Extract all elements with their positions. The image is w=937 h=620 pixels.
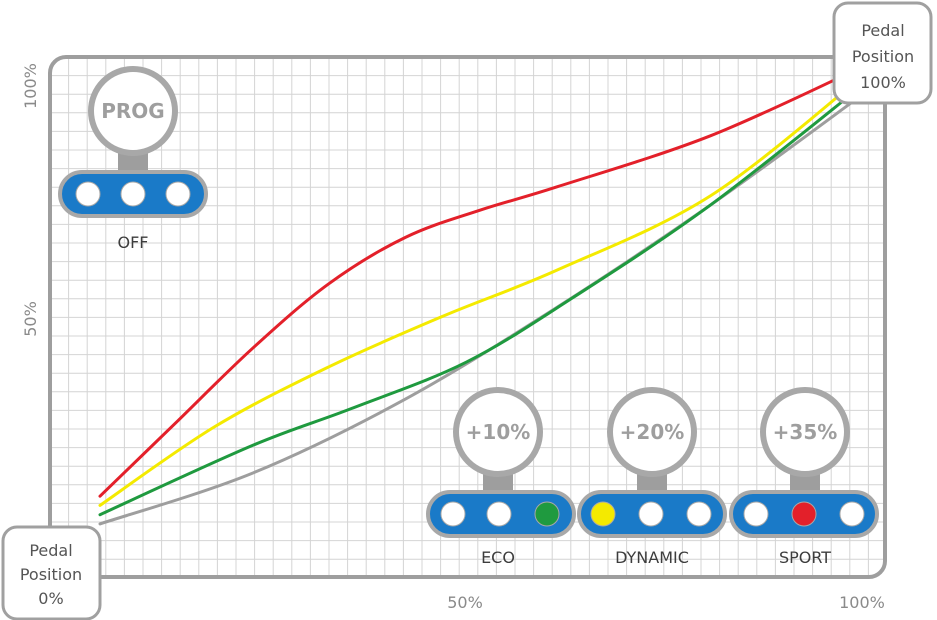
switch-dot-3 bbox=[686, 501, 712, 527]
knob-icon bbox=[607, 387, 697, 477]
switch-dot-3 bbox=[839, 501, 865, 527]
knob-label: +35% bbox=[773, 420, 838, 444]
mode-selector-dynamic: +20% DYNAMIC bbox=[577, 387, 727, 567]
knob-label: PROG bbox=[101, 99, 164, 123]
switch-dot-2 bbox=[638, 501, 664, 527]
mode-name: ECO bbox=[481, 548, 515, 567]
knob-label: +10% bbox=[466, 420, 531, 444]
end-box-line-3: 100% bbox=[860, 73, 906, 92]
mode-name: DYNAMIC bbox=[615, 548, 689, 567]
switch-dot-2 bbox=[120, 181, 146, 207]
knob-label: +20% bbox=[620, 420, 685, 444]
curve-series bbox=[98, 65, 865, 526]
chart-frame bbox=[48, 55, 887, 579]
switch-dot-2 bbox=[791, 501, 817, 527]
mode-name: SPORT bbox=[779, 548, 831, 567]
x-tick-label-100: 100% bbox=[839, 593, 885, 612]
knob-icon bbox=[453, 387, 543, 477]
pedal-position-start-box: Pedal Position 0% bbox=[1, 525, 102, 620]
switch-dot-1 bbox=[75, 181, 101, 207]
end-box-line-2: Position bbox=[852, 47, 914, 66]
switch-dot-1 bbox=[440, 501, 466, 527]
knob-icon bbox=[88, 66, 178, 156]
knob-icon bbox=[760, 387, 850, 477]
end-box-frame bbox=[832, 1, 933, 105]
end-box-line-1: Pedal bbox=[861, 21, 904, 40]
start-box-line-3: 0% bbox=[38, 589, 63, 608]
switch-dot-1 bbox=[590, 501, 616, 527]
y-tick-label-100: 100% bbox=[21, 63, 40, 109]
series-line-4 bbox=[98, 65, 865, 498]
y-tick-label-50: 50% bbox=[21, 301, 40, 337]
start-box-line-1: Pedal bbox=[29, 541, 72, 560]
mode-selector-sport: +35% SPORT bbox=[729, 387, 879, 567]
switch-dot-3 bbox=[534, 501, 560, 527]
mode-selector-eco: +10% ECO bbox=[426, 387, 576, 567]
switch-dot-2 bbox=[486, 501, 512, 527]
start-box-line-2: Position bbox=[20, 565, 82, 584]
mode-selector-off: PROG OFF bbox=[58, 66, 208, 252]
series-line-3 bbox=[98, 74, 865, 507]
switch-dot-3 bbox=[165, 181, 191, 207]
start-box-frame bbox=[1, 525, 102, 620]
switch-dot-1 bbox=[743, 501, 769, 527]
pedal-position-end-box: Pedal Position 100% bbox=[832, 1, 933, 105]
series-line-2 bbox=[98, 83, 865, 517]
x-tick-label-50: 50% bbox=[447, 593, 483, 612]
mode-name: OFF bbox=[118, 233, 149, 252]
